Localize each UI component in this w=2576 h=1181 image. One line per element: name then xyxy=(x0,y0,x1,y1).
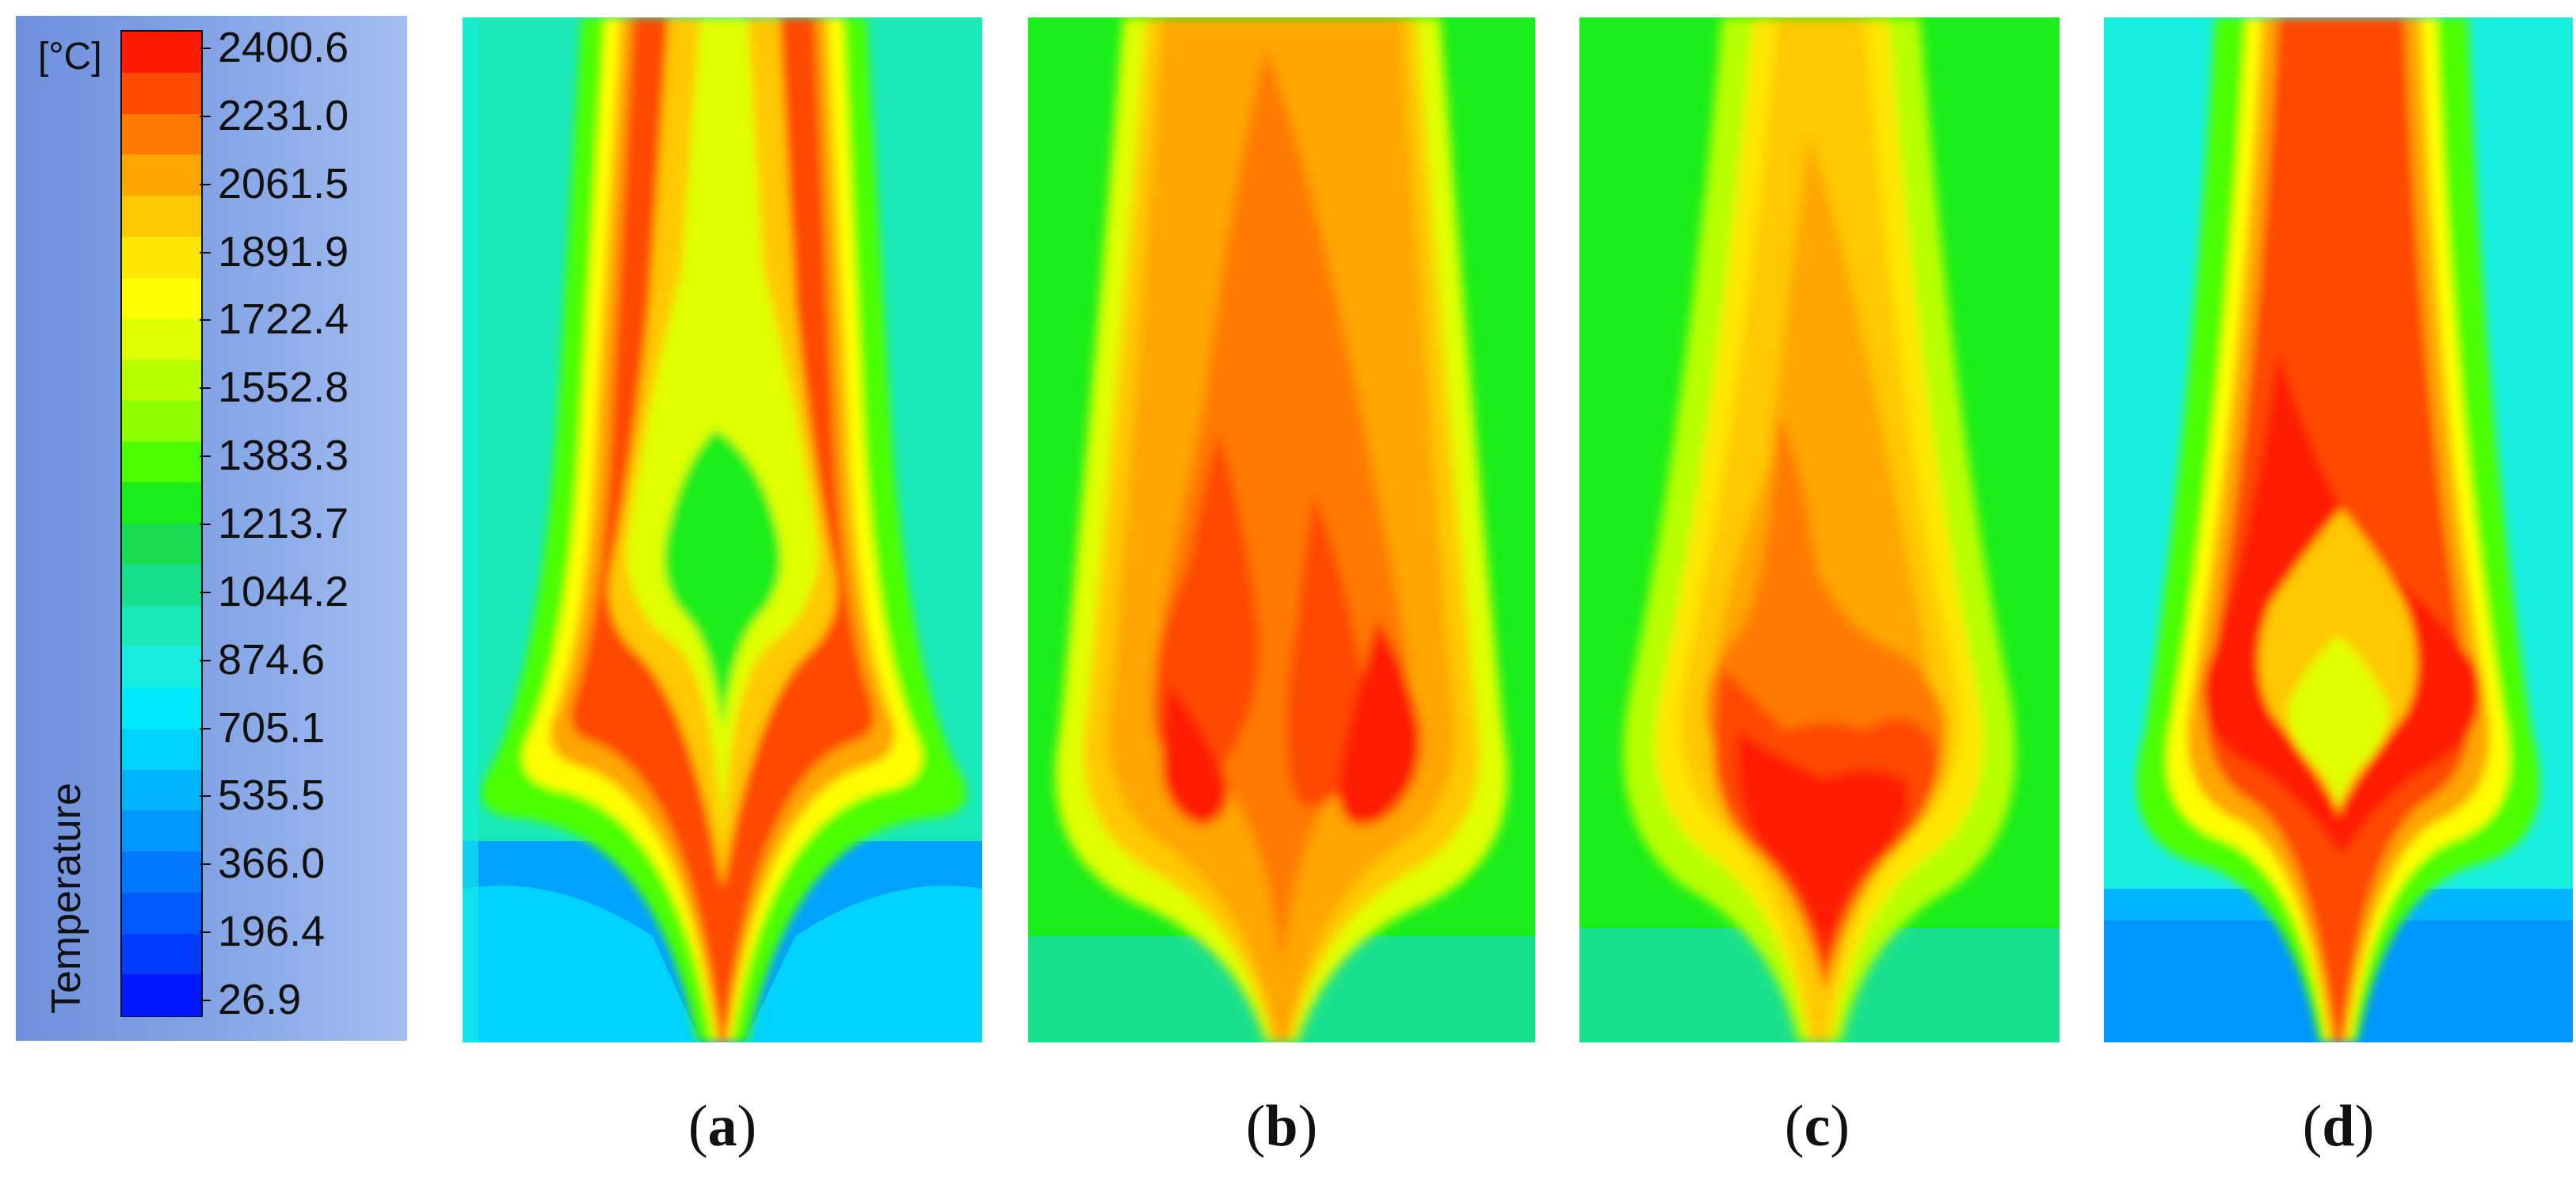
colorbar-segment xyxy=(122,688,201,730)
colorbar-segment xyxy=(122,32,201,74)
colorbar-segment xyxy=(122,892,201,935)
colorbar-segment xyxy=(122,564,201,607)
colorbar-tick xyxy=(200,659,211,661)
colorbar-tick-label: 1213.7 xyxy=(218,500,349,547)
colorbar-tick xyxy=(200,183,211,185)
colorbar-tick xyxy=(200,251,211,253)
colorbar-tick-label: 2400.6 xyxy=(218,24,349,71)
colorbar-segment xyxy=(122,646,201,688)
colorbar-tick xyxy=(200,387,211,390)
colorbar-tick-label: 1552.8 xyxy=(218,364,349,412)
panel-label-a: (a) xyxy=(688,1094,757,1159)
colorbar-segment xyxy=(122,974,201,1016)
colorbar-tick-label: 2061.5 xyxy=(218,159,349,208)
colorbar-segment xyxy=(122,769,201,812)
colorbar-tick-label: 1722.4 xyxy=(218,295,349,344)
colorbar-tick xyxy=(200,319,211,322)
colorbar-segment xyxy=(122,277,201,320)
colorbar xyxy=(120,30,203,1017)
colorbar-segment xyxy=(122,113,201,156)
legend-title: Temperature xyxy=(44,783,90,1014)
colorbar-segment xyxy=(122,318,201,360)
colorbar-segment xyxy=(122,728,201,771)
colorbar-tick-label: 26.9 xyxy=(218,976,302,1023)
colorbar-segment xyxy=(122,482,201,524)
colorbar-tick xyxy=(200,931,211,934)
colorbar-tick-label: 196.4 xyxy=(218,908,326,956)
colorbar-segment xyxy=(122,360,201,402)
colorbar-tick xyxy=(200,727,211,730)
colorbar-segment xyxy=(122,851,201,893)
colorbar-tick xyxy=(200,48,211,49)
colorbar-tick-label: 874.6 xyxy=(218,635,326,684)
colorbar-tick xyxy=(200,524,211,525)
colorbar-tick-label: 1383.3 xyxy=(218,432,349,480)
contour-panel-a xyxy=(463,17,982,1042)
colorbar-segment xyxy=(122,524,201,566)
colorbar-segment xyxy=(122,236,201,279)
colorbar-tick-label: 1891.9 xyxy=(218,227,349,276)
colorbar-tick xyxy=(200,1000,211,1001)
colorbar-segment xyxy=(122,72,201,115)
contour-panel-c xyxy=(1580,17,2060,1042)
colorbar-segment xyxy=(122,810,201,852)
panel-label-d: (d) xyxy=(2302,1094,2375,1159)
colorbar-tick xyxy=(200,795,211,798)
colorbar-segment xyxy=(122,933,201,976)
colorbar-segment xyxy=(122,441,201,484)
colorbar-segment xyxy=(122,196,201,238)
temperature-legend: [°C] Temperature 2400.6 2231.0 2061.5 1891.… xyxy=(16,16,407,1041)
colorbar-tick-label: 705.1 xyxy=(218,703,326,752)
colorbar-segment xyxy=(122,605,201,648)
colorbar-tick-label: 366.0 xyxy=(218,840,326,888)
colorbar-tick-label: 2231.0 xyxy=(218,91,349,139)
colorbar-segment xyxy=(122,154,201,196)
colorbar-tick-label: 535.5 xyxy=(218,771,326,820)
contour-panel-d xyxy=(2104,17,2573,1042)
panel-label-b: (b) xyxy=(1245,1094,1318,1159)
panel-label-c: (c) xyxy=(1784,1094,1850,1159)
colorbar-tick xyxy=(200,455,211,458)
colorbar-segment xyxy=(122,400,201,443)
colorbar-tick xyxy=(200,591,211,593)
contour-panel-b xyxy=(1028,17,1535,1042)
colorbar-tick xyxy=(200,115,211,117)
colorbar-tick xyxy=(200,863,211,866)
legend-unit: [°C] xyxy=(38,36,102,78)
colorbar-tick-label: 1044.2 xyxy=(218,567,349,615)
